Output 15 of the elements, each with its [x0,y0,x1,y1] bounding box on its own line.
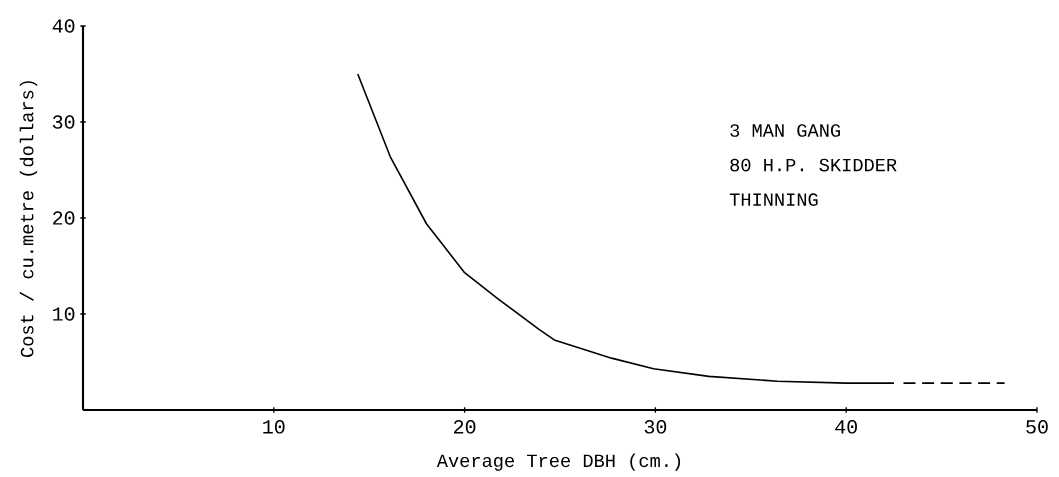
annotation: 80 H.P. SKIDDER [730,158,897,172]
x-tick-label: 50 [1026,420,1048,434]
annotation: THINNING [729,193,818,206]
x-axis-title: Average Tree DBH (cm.) [436,453,681,471]
x-tick-label: 20 [454,420,476,434]
y-tick-label: 10 [53,307,75,321]
y-tick-label: 40 [52,19,75,33]
x-tick-label: 40 [835,420,857,434]
y-tick-label: 20 [53,211,75,225]
line-series [356,73,895,384]
y-tick-label: 30 [52,115,75,129]
y-axis-title: Cost / cu.metre (dollars) [19,81,38,357]
annotation: 3 MAN GANG [730,124,840,137]
x-tick-label: 10 [263,420,285,434]
x-tick-label: 30 [644,420,667,434]
